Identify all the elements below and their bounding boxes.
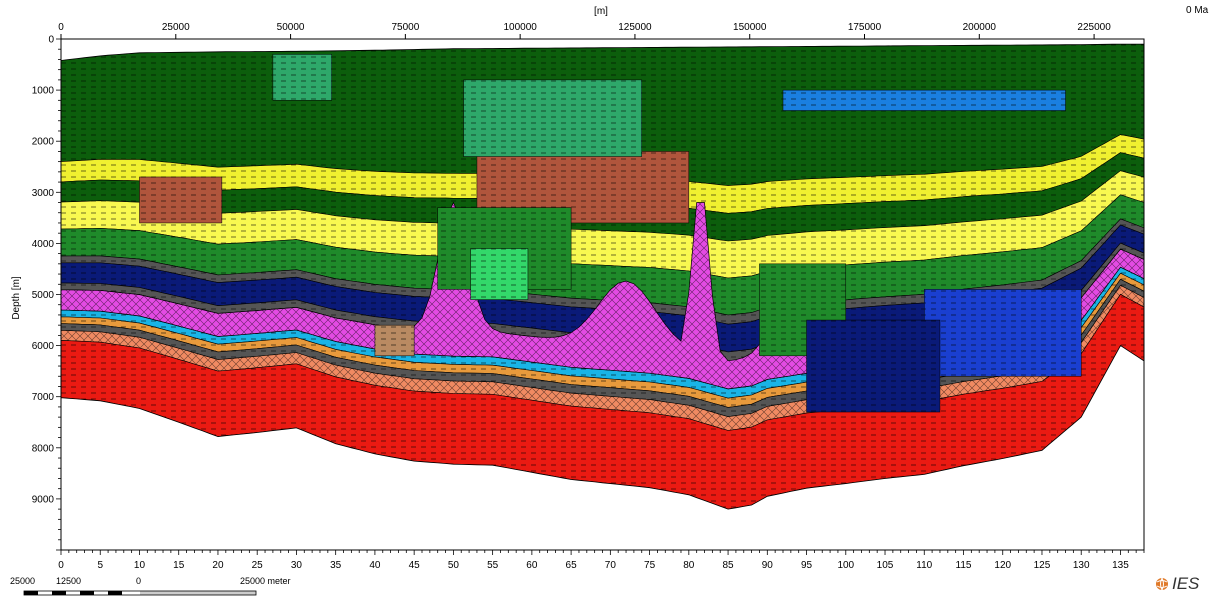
facies-block-seagreen-top [272,54,332,101]
y-axis-ticks: 0 1000 2000 3000 4000 5000 6000 7000 8000 9000 [32,35,61,551]
bottom-tick-label: 135 [1112,560,1129,571]
bottom-tick-label: 50 [448,560,460,571]
y-axis-label: Depth [m] [11,276,22,320]
facies-block-tan [374,324,415,357]
bottom-tick-label: 5 [97,560,103,571]
bottom-tick-label: 70 [605,560,617,571]
ies-logo: IES [1155,574,1199,594]
facies-block-seagreen-mid [463,79,642,157]
facies-block-lightblue [782,89,1066,111]
facies-block-blue [924,289,1082,377]
y-tick-label: 5000 [32,290,55,301]
bottom-tick-label: 125 [1034,560,1051,571]
scale-bar [23,590,257,596]
air-mask [61,39,1144,61]
bottom-tick-label: 105 [877,560,894,571]
y-tick-label: 7000 [32,392,55,403]
bottom-tick-label: 60 [526,560,538,571]
scale-bar-labels: 25000 12500 0 25000 meter [10,576,310,590]
age-label: 0 Ma [1186,5,1209,16]
facies-block-brown-left [139,176,223,224]
bottom-tick-label: 20 [212,560,224,571]
bottom-tick-label: 115 [956,560,972,571]
bottom-axis-ticks: 0 5 10 15 20 25 30 35 40 45 50 55 60 65 70 75 80 85 90 95 10… [58,550,1145,571]
bottom-tick-label: 90 [762,560,774,571]
bottom-tick-label: 35 [330,560,342,571]
y-tick-label: 2000 [32,137,55,148]
bottom-tick-label: 120 [994,560,1011,571]
bottom-tick-label: 85 [723,560,735,571]
top-tick-label: 125000 [618,22,652,33]
bottom-tick-label: 100 [837,560,854,571]
top-tick-label: 200000 [963,22,997,33]
y-tick-label: 9000 [32,494,55,505]
bottom-tick-label: 95 [801,560,813,571]
bottom-tick-label: 30 [291,560,303,571]
top-tick-label: 25000 [162,22,190,33]
y-tick-label: 3000 [32,188,55,199]
top-tick-label: 50000 [277,22,305,33]
bottom-tick-label: 10 [134,560,146,571]
top-tick-label: 175000 [848,22,882,33]
globe-icon [1156,577,1168,591]
scale-label-mid: 12500 [56,576,82,586]
basement-mask [61,345,1144,550]
bottom-tick-label: 0 [58,560,64,571]
bottom-tick-label: 40 [369,560,381,571]
bottom-tick-label: 15 [173,560,185,571]
bottom-tick-label: 80 [683,560,695,571]
bottom-tick-label: 110 [916,560,932,571]
y-tick-label: 8000 [32,443,55,454]
top-axis-label: [m] [594,6,608,17]
y-tick-label: 4000 [32,239,55,250]
top-tick-label: 100000 [503,22,537,33]
bottom-tick-label: 55 [487,560,499,571]
top-tick-label: 0 [58,22,64,33]
y-tick-label: 6000 [32,341,55,352]
top-tick-label: 225000 [1077,22,1111,33]
bottom-tick-label: 130 [1073,560,1090,571]
scale-label-left: 25000 [10,576,36,586]
facies-block-lightgreen [470,248,529,300]
bottom-tick-label: 45 [409,560,421,571]
scale-label-zero: 0 [136,576,142,586]
scale-label-right: 25000 meter [240,576,291,586]
y-tick-label: 0 [48,35,54,46]
bottom-tick-label: 65 [566,560,578,571]
y-tick-label: 1000 [32,86,55,97]
bottom-tick-label: 75 [644,560,656,571]
top-tick-label: 75000 [391,22,419,33]
facies-block-navy-right [806,319,941,413]
top-axis-ticks: 0 25000 50000 75000 100000 125000 150000 175000… [58,22,1111,39]
bottom-tick-label: 25 [252,560,264,571]
stratigraphy-layers [61,39,1144,550]
top-tick-label: 150000 [733,22,767,33]
